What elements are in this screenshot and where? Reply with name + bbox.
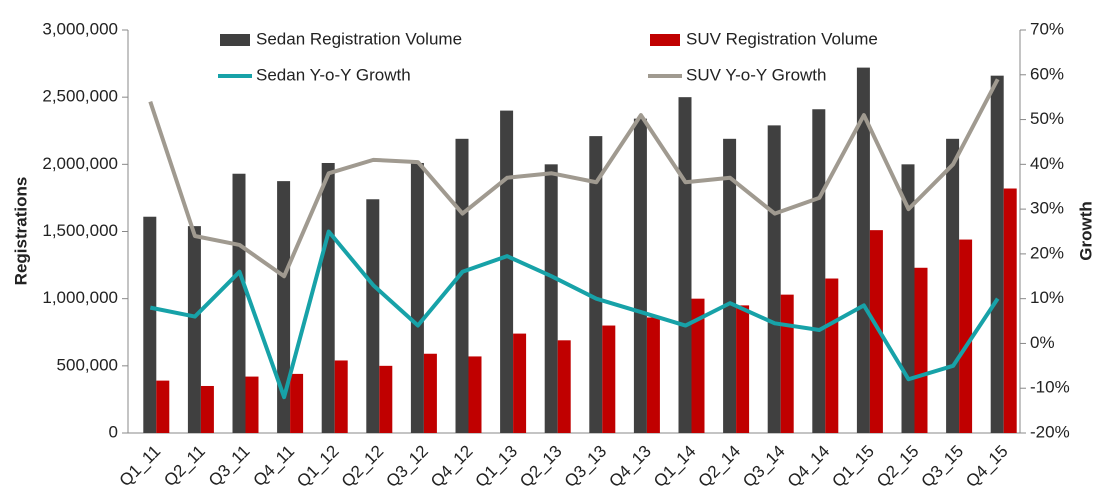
y2-tick-label: -20% xyxy=(1030,422,1070,441)
bar xyxy=(233,174,246,433)
x-tick-label: Q3_12 xyxy=(382,442,432,492)
y2-axis-title: Growth xyxy=(1076,201,1095,261)
bar xyxy=(379,366,392,433)
bar xyxy=(634,119,647,433)
y2-tick-label: 60% xyxy=(1030,64,1064,83)
bar xyxy=(545,164,558,433)
x-tick-label: Q4_14 xyxy=(784,442,834,492)
legend-label: Sedan Y-o-Y Growth xyxy=(256,65,411,84)
legend-label: SUV Registration Volume xyxy=(686,29,878,48)
bar xyxy=(946,139,959,433)
x-tick-label: Q3_14 xyxy=(739,442,789,492)
bar xyxy=(647,317,660,433)
y2-tick-label: -10% xyxy=(1030,378,1070,397)
x-tick-label: Q2_15 xyxy=(873,442,923,492)
y2-tick-label: 0% xyxy=(1030,333,1055,352)
bar xyxy=(991,76,1004,433)
x-tick-label: Q1_15 xyxy=(828,442,878,492)
x-tick-label: Q3_13 xyxy=(561,442,611,492)
x-tick-label: Q2_13 xyxy=(516,442,566,492)
y-tick-label: 1,500,000 xyxy=(42,221,118,240)
x-tick-label: Q2_14 xyxy=(695,442,745,492)
bar xyxy=(959,240,972,433)
y-axis-title: Registrations xyxy=(11,177,30,286)
bar xyxy=(513,334,526,433)
y-tick-label: 1,000,000 xyxy=(42,288,118,307)
bar xyxy=(143,217,156,433)
x-tick-label: Q2_12 xyxy=(338,442,388,492)
x-tick-label: Q1_14 xyxy=(650,442,700,492)
legend-swatch xyxy=(220,34,250,46)
y2-tick-label: 10% xyxy=(1030,288,1064,307)
y-tick-label: 2,500,000 xyxy=(42,87,118,106)
bar xyxy=(558,340,571,433)
y-tick-label: 3,000,000 xyxy=(42,19,118,38)
y-tick-label: 2,000,000 xyxy=(42,154,118,173)
bar xyxy=(156,381,169,433)
bar xyxy=(366,199,379,433)
x-tick-label: Q3_15 xyxy=(918,442,968,492)
y-tick-label: 0 xyxy=(109,422,118,441)
bar xyxy=(456,139,469,433)
chart: Registrations Growth 0 500,000 1,000,000 1,… xyxy=(0,0,1097,499)
bar xyxy=(424,354,437,433)
bar xyxy=(188,226,201,433)
bar xyxy=(825,279,838,433)
bar xyxy=(469,356,482,433)
bar xyxy=(335,360,348,433)
y2-tick-label: 50% xyxy=(1030,109,1064,128)
y2-tick-label: 40% xyxy=(1030,154,1064,173)
bar xyxy=(322,163,335,433)
legend-label: Sedan Registration Volume xyxy=(256,29,462,48)
y2-tick-label: 20% xyxy=(1030,243,1064,262)
y-tick-label: 500,000 xyxy=(57,355,118,374)
x-tick-label: Q4_13 xyxy=(605,442,655,492)
bar xyxy=(915,268,928,433)
x-tick-label: Q1_11 xyxy=(116,442,165,491)
bar xyxy=(768,125,781,433)
x-tick-label: Q4_12 xyxy=(427,442,477,492)
bar xyxy=(246,377,259,433)
bar xyxy=(290,374,303,433)
bar xyxy=(812,109,825,433)
bar xyxy=(201,386,214,433)
legend-swatch xyxy=(650,34,680,46)
y2-tick-label: 70% xyxy=(1030,19,1064,38)
legend-label: SUV Y-o-Y Growth xyxy=(686,65,826,84)
bar xyxy=(411,163,424,433)
bar xyxy=(781,295,794,433)
bar xyxy=(602,326,615,433)
x-tick-label: Q4_11 xyxy=(249,442,298,491)
y2-tick-label: 30% xyxy=(1030,199,1064,218)
x-tick-label: Q4_15 xyxy=(962,442,1012,492)
x-tick-label: Q1_13 xyxy=(472,442,522,492)
x-tick-label: Q3_11 xyxy=(205,442,254,491)
x-tick-label: Q1_12 xyxy=(293,442,343,492)
bar xyxy=(1004,189,1017,433)
x-tick-label: Q2_11 xyxy=(160,442,209,491)
bar xyxy=(679,97,692,433)
bar xyxy=(500,111,513,433)
bar xyxy=(736,305,749,433)
